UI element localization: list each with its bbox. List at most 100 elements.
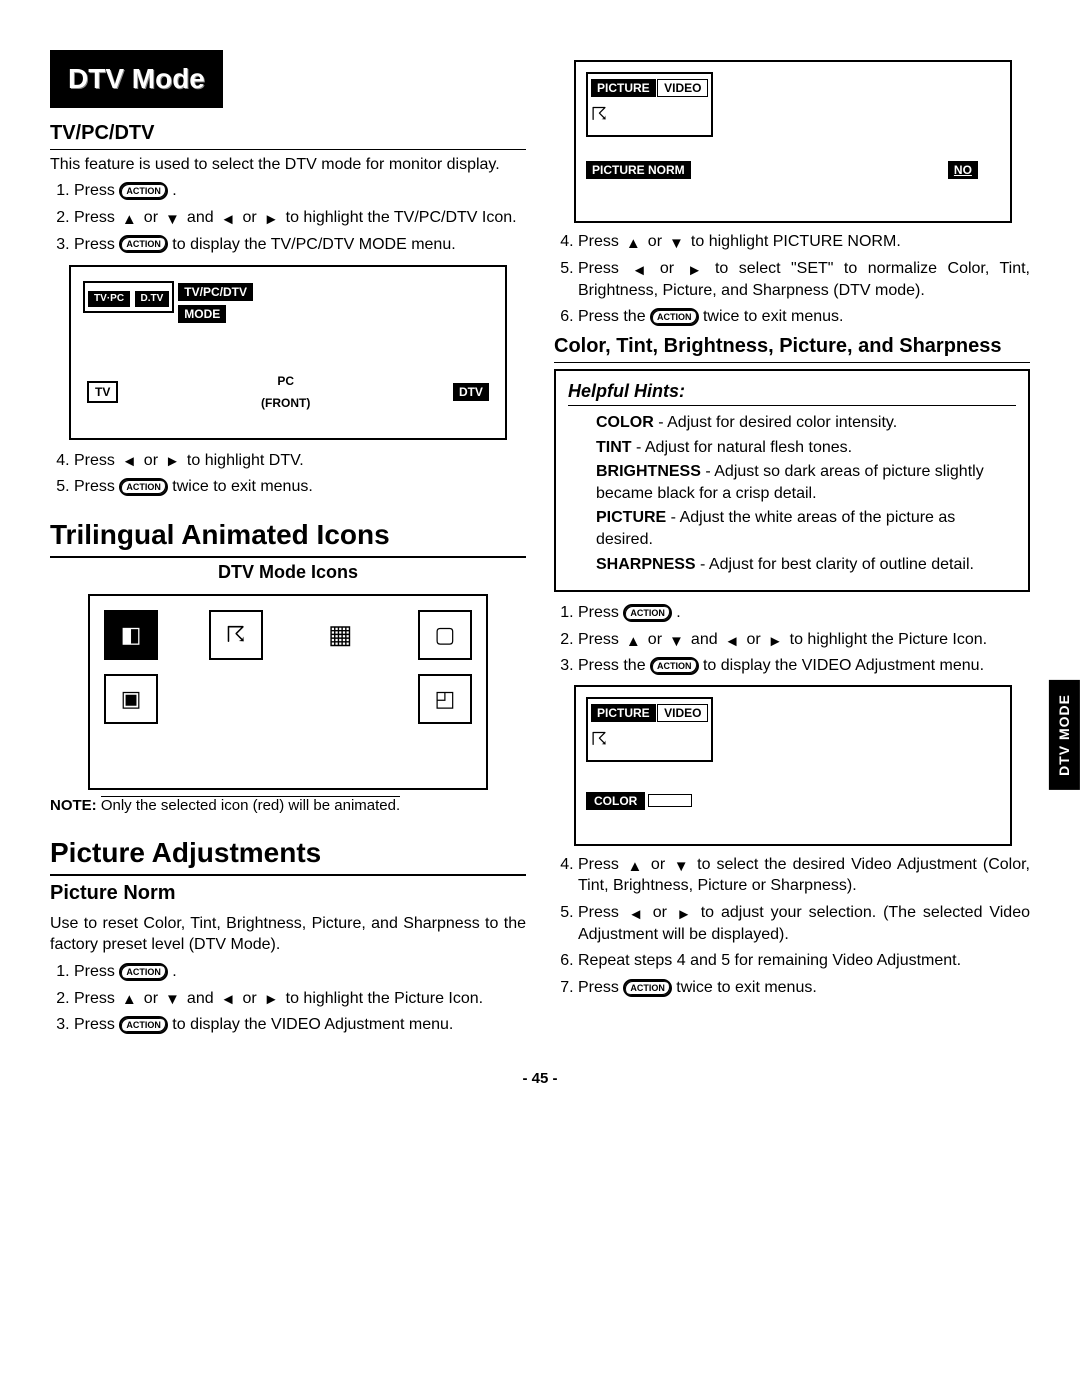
hint-text: - Adjust for desired color intensity.	[654, 414, 897, 431]
hint-key: BRIGHTNESS	[596, 463, 701, 480]
step-text: Press	[74, 209, 119, 226]
page-columns: DTV Mode TV/PC/DTV This feature is used …	[50, 50, 1030, 1041]
right-icon: ►	[261, 990, 281, 1006]
list-item: Press ACTION twice to exit menus.	[74, 476, 526, 498]
action-button-icon: ACTION	[650, 308, 699, 326]
step-text: to display the TV/PC/DTV MODE menu.	[172, 236, 455, 253]
step-text: Press	[74, 182, 119, 199]
picture-adjustments-heading: Picture Adjustments	[50, 834, 526, 876]
step-text: Press	[74, 452, 119, 469]
step-text: Press	[74, 236, 119, 253]
osd-chip: MODE	[178, 305, 226, 323]
icons-note: NOTE: Only the selected icon (red) will …	[50, 796, 526, 816]
hints-title: Helpful Hints:	[568, 379, 1016, 406]
mode-icon: ▢	[418, 610, 472, 660]
list-item: Press the ACTION to display the VIDEO Ad…	[578, 655, 1030, 677]
action-button-icon: ACTION	[119, 963, 168, 981]
mode-icon: ◰	[418, 674, 472, 724]
picture-norm-chip: PICTURE NORM	[586, 161, 691, 179]
list-item: Press ACTION .	[578, 602, 1030, 624]
picture-icon: ☈	[591, 104, 607, 124]
osd-front-label: (FRONT)	[261, 396, 310, 410]
action-button-icon: ACTION	[623, 979, 672, 997]
ctbps-steps: Press ACTION . Press ▲ or ▼ and ◄ or ► t…	[578, 602, 1030, 677]
hint-line: SHARPNESS - Adjust for best clarity of o…	[596, 554, 1016, 576]
list-item: Press the ACTION twice to exit menus.	[578, 306, 1030, 328]
picture-norm-steps: Press ACTION . Press ▲ or ▼ and ◄ or ► t…	[74, 961, 526, 1036]
action-button-icon: ACTION	[119, 1016, 168, 1034]
down-icon: ▼	[666, 632, 686, 648]
icons-diagram: ◧ ☈ ▦ ▢ ▣ ◰	[88, 594, 488, 790]
step-text: and	[187, 990, 218, 1007]
action-button-icon: ACTION	[119, 478, 168, 496]
hint-key: PICTURE	[596, 509, 666, 526]
step-text: to highlight DTV.	[187, 452, 304, 469]
step-text: Press	[578, 904, 626, 921]
step-text: Press the	[578, 308, 650, 325]
step-text: Press	[578, 856, 625, 873]
right-icon: ►	[674, 905, 694, 921]
picture-norm-heading: Picture Norm	[50, 880, 526, 909]
step-text: Press	[578, 260, 629, 277]
left-icon: ◄	[218, 990, 238, 1006]
hint-line: PICTURE - Adjust the white areas of the …	[596, 507, 1016, 550]
up-icon: ▲	[623, 234, 643, 250]
list-item: Press ACTION to display the VIDEO Adjust…	[74, 1014, 526, 1036]
right-column: PICTURE VIDEO ☈ PICTURE NORM NO Press ▲ …	[554, 50, 1030, 1041]
right-icon: ►	[765, 632, 785, 648]
step-text: Press	[74, 478, 119, 495]
mode-icon: ☈	[209, 610, 263, 660]
list-item: Press ▲ or ▼ and ◄ or ► to highlight the…	[578, 629, 1030, 651]
tvpcdtv-heading: TV/PC/DTV	[50, 120, 526, 150]
tvpcdtv-steps: Press ACTION . Press ▲ or ▼ and ◄ or ► t…	[74, 180, 526, 255]
step-text: to highlight PICTURE NORM.	[691, 233, 901, 250]
action-button-icon: ACTION	[650, 657, 699, 675]
note-label: NOTE:	[50, 797, 97, 814]
ctbps-heading: Color, Tint, Brightness, Picture, and Sh…	[554, 333, 1030, 363]
osd-chip: PICTURE	[591, 704, 656, 722]
picture-norm-steps-cont: Press ▲ or ▼ to highlight PICTURE NORM. …	[578, 231, 1030, 327]
list-item: Press ◄ or ► to adjust your selection. (…	[578, 902, 1030, 945]
list-item: Press ACTION twice to exit menus.	[578, 977, 1030, 999]
step-text: or	[243, 990, 262, 1007]
dtv-mode-badge: DTV Mode	[50, 50, 223, 108]
hint-key: COLOR	[596, 414, 654, 431]
list-item: Press ACTION .	[74, 180, 526, 202]
step-text: Press	[74, 990, 119, 1007]
step-text: or	[144, 990, 163, 1007]
color-chip: COLOR	[586, 792, 645, 810]
step-text: .	[172, 963, 176, 980]
left-icon: ◄	[218, 210, 238, 226]
osd-tv-label: TV	[87, 381, 118, 403]
hint-line: COLOR - Adjust for desired color intensi…	[596, 412, 1016, 434]
side-tab: DTV MODE	[1049, 680, 1080, 790]
step-text: to highlight the Picture Icon.	[286, 990, 483, 1007]
osd-chip: PICTURE	[591, 79, 656, 97]
step-text: or	[653, 904, 674, 921]
step-text: twice to exit menus.	[676, 979, 817, 996]
step-text: to select the desired Video Adjustment (…	[578, 856, 1030, 895]
step-text: or	[144, 452, 163, 469]
left-icon: ◄	[629, 261, 649, 277]
up-icon: ▲	[623, 632, 643, 648]
step-text: Press	[74, 1016, 119, 1033]
trilingual-heading: Trilingual Animated Icons	[50, 516, 526, 558]
hint-text: - Adjust for natural flesh tones.	[632, 439, 853, 456]
up-icon: ▲	[625, 857, 645, 873]
osd-chip: D.TV	[135, 291, 170, 307]
ctbps-steps-cont: Press ▲ or ▼ to select the desired Video…	[578, 854, 1030, 999]
list-item: Repeat steps 4 and 5 for remaining Video…	[578, 950, 1030, 972]
tvpcdtv-osd-diagram: TV·PC D.TV TV/PC/DTV MODE TV PC (FRONT) …	[69, 265, 507, 439]
down-icon: ▼	[162, 210, 182, 226]
left-icon: ◄	[119, 452, 139, 468]
step-text: to display the VIDEO Adjustment menu.	[703, 657, 984, 674]
osd-chip: VIDEO	[657, 704, 708, 722]
step-text: or	[144, 209, 163, 226]
step-text: Press	[578, 979, 623, 996]
down-icon: ▼	[671, 857, 691, 873]
step-text: Press the	[578, 657, 650, 674]
list-item: Press ▲ or ▼ to highlight PICTURE NORM.	[578, 231, 1030, 253]
list-item: Press ACTION to display the TV/PC/DTV MO…	[74, 234, 526, 256]
color-slider	[648, 794, 692, 807]
hint-key: TINT	[596, 439, 632, 456]
